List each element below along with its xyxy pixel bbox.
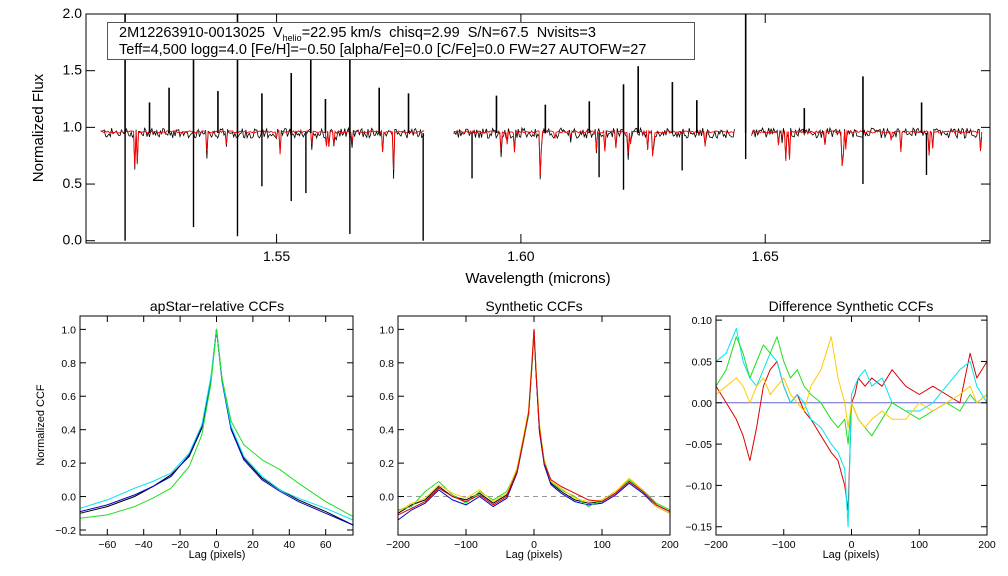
ccf-apstar-x-tick-5: 40 [283,539,295,551]
nvisits-value: Nvisits=3 [536,25,596,41]
ccf-difference-marks [715,327,988,528]
ccf-synthetic-y-tick-3: 0.6 [379,391,394,403]
ccf-apstar-x-tick-0: −60 [98,539,116,551]
ccf-apstar-ylabel: Normalized CCF [35,384,47,466]
ccf-apstar-y-tick-1: 0.0 [61,492,76,504]
ccf-apstar-x-tick-4: 20 [247,539,259,551]
ccf-difference-ticks [715,316,988,535]
spectrum-xlabel: Wavelength (microns) [465,270,610,287]
spectrum-chip-1 [453,126,735,180]
ccf-difference-series-0 [715,352,988,511]
spectrum-x-tick-2: 1.65 [752,248,779,264]
ccf-apstar-y-tick-5: 0.8 [61,358,76,370]
ccf-difference-y-tick-5: 0.10 [692,315,713,327]
ccf-difference-y-tick-2: −0.05 [685,439,712,451]
ccf-synthetic-title: Synthetic CCFs [485,298,582,314]
ccf-synthetic-y-tick-5: 1.0 [379,324,394,336]
ccf-apstar-xlabel: Lag (pixels) [189,549,246,561]
ccf-apstar-panel: apStar−relative CCFs −60 −40 −20 0 20 40… [35,298,354,561]
ccf-synthetic-panel: Synthetic CCFs −200 −100 0 100 200 0.0 0… [379,298,679,561]
ccf-synthetic-x-tick-3: 100 [593,539,611,551]
spectrum-model-line [751,129,983,167]
ccf-difference-x-tick-4: 200 [978,539,996,551]
ccf-apstar-y-tick-3: 0.4 [61,425,76,437]
ccf-synthetic-marks [397,328,671,521]
ccf-apstar-y-tick-2: 0.2 [61,458,76,470]
ccf-synthetic-ticks [397,316,671,535]
spectrum-y-tick-1: 0.5 [63,175,83,191]
ccf-difference-x-tick-2: 0 [849,539,855,551]
ccf-difference-x-tick-3: 100 [910,539,928,551]
spectrum-y-tick-3: 1.5 [63,62,83,78]
ccf-apstar-y-tick-6: 1.0 [61,324,76,336]
star-info-line-1: 2M12263910-0013025 Vhelio=22.95 km/s chi… [119,25,694,43]
ccf-apstar-x-tick-3: 0 [214,539,220,551]
ccf-difference-x-tick-0: −200 [704,539,728,551]
star-info-box: 2M12263910-0013025 Vhelio=22.95 km/s chi… [107,22,695,60]
spectrum-model-line [453,129,735,176]
ccf-difference-x-tick-1: −100 [772,539,796,551]
ccf-difference-panel: Difference Synthetic CCFs −200 −100 0 10… [685,298,995,561]
vhelio-subscript: helio [282,33,302,43]
ccf-synthetic-x-tick-4: 200 [661,539,679,551]
ccf-synthetic-x-tick-1: −100 [454,539,478,551]
ccf-synthetic-y-tick-2: 0.4 [379,425,394,437]
ccf-synthetic-x-tick-2: 0 [531,539,537,551]
spectrum-y-tick-2: 1.0 [63,118,83,134]
ccf-apstar-x-tick-6: 60 [320,539,332,551]
ccf-synthetic-y-tick-0: 0.0 [379,492,394,504]
spectrum-frame [85,13,991,244]
spectrum-x-tick-0: 1.55 [263,248,290,264]
ccf-apstar-ticks [80,316,353,535]
ccf-difference-y-tick-0: −0.15 [685,522,712,534]
ccf-difference-xlabel: Lag (pixels) [823,549,880,561]
spectrum-marks [124,14,928,241]
ccf-apstar-x-tick-2: −20 [171,539,189,551]
star-info-line-2: Teff=4,500 logg=4.0 [Fe/H]=−0.50 [alpha/… [119,42,694,58]
ccf-synthetic-series-4 [397,328,671,516]
vhelio-symbol: V [273,25,283,41]
ccf-synthetic-xlabel: Lag (pixels) [506,549,563,561]
spectrum-x-tick-1: 1.60 [507,248,534,264]
spectrum-ylabel: Normalized Flux [30,73,47,182]
star-id: 2M12263910-0013025 [119,25,265,41]
spectrum-ticks [86,13,990,243]
spectrum-chip-2 [751,126,983,167]
ccf-difference-y-tick-3: 0.00 [692,398,713,410]
ccf-difference-y-tick-4: 0.05 [692,356,713,368]
ccf-apstar-y-tick-0: −0.2 [55,525,76,537]
stellar-parameters: Teff=4,500 logg=4.0 [Fe/H]=−0.50 [alpha/… [119,42,647,58]
ccf-apstar-series-3 [79,328,354,519]
ccf-difference-y-tick-1: −0.10 [685,480,712,492]
ccf-synthetic-y-tick-1: 0.2 [379,458,394,470]
ccf-difference-series-3 [715,336,988,429]
vhelio-value: =22.95 km/s [301,25,382,41]
ccf-apstar-marks [79,328,354,526]
ccf-synthetic-y-tick-4: 0.8 [379,358,394,370]
ccf-apstar-y-tick-4: 0.6 [61,391,76,403]
spectrum-y-tick-4: 2.0 [63,5,83,21]
ccf-synthetic-x-tick-0: −200 [386,539,410,551]
chisq-value: chisq=2.99 [389,25,460,41]
ccf-difference-series-2 [715,336,988,445]
ccf-apstar-x-tick-1: −40 [135,539,153,551]
ccf-apstar-title: apStar−relative CCFs [150,298,284,314]
snr-value: S/N=67.5 [467,25,529,41]
spectrum-panel: 1.55 1.60 1.65 0.0 0.5 1.0 1.5 2.0 Wavel… [30,5,991,287]
spectrum-y-tick-0: 0.0 [63,232,83,248]
ccf-difference-title: Difference Synthetic CCFs [769,298,934,314]
